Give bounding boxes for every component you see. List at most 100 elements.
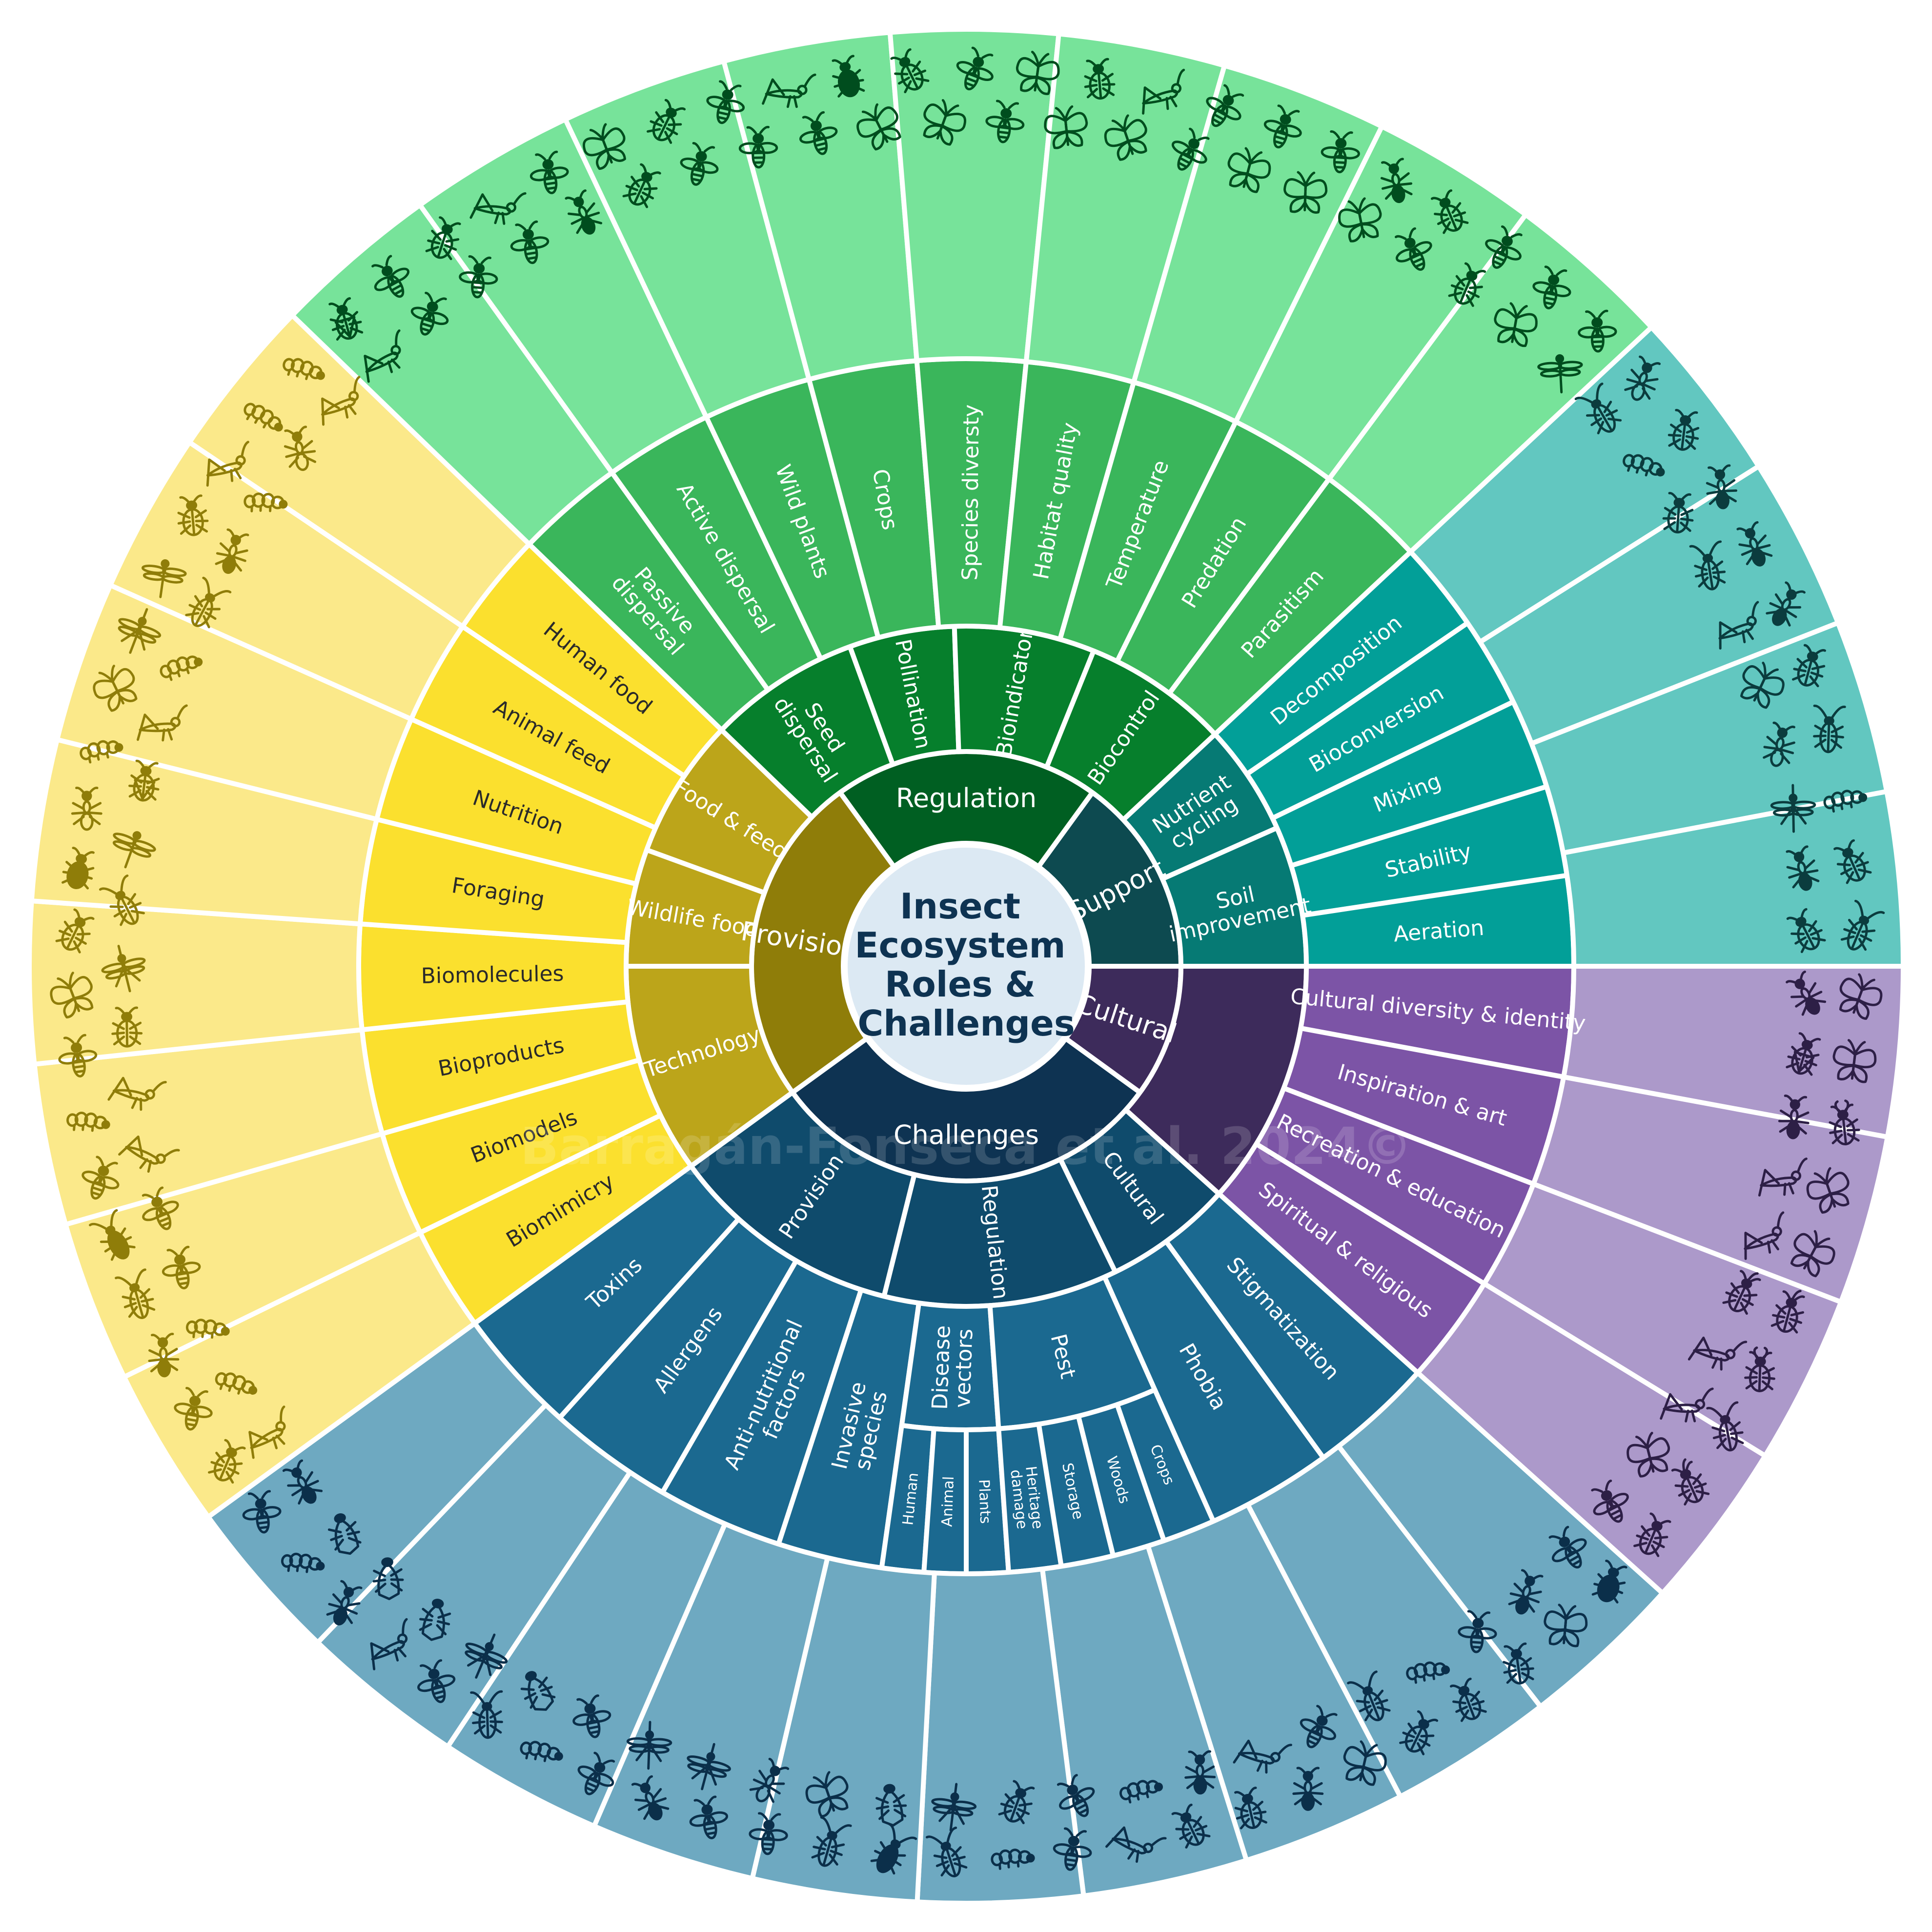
cicada-icon [875,1784,907,1827]
outer-label-line: vectors [950,1328,978,1408]
beetle-icon [1833,839,1872,884]
ant-icon [1778,1094,1810,1139]
cockroach-icon [1689,540,1726,590]
cockroach-icon [1347,1670,1391,1722]
caterpillar-icon [1406,1661,1450,1684]
outer-label: Species diversty [957,404,984,580]
ant-icon [282,1459,323,1505]
grasshopper-icon [370,1618,408,1670]
centre-title-line: Roles & [885,964,1036,1005]
ant-icon [148,1333,180,1378]
mosquito-icon [118,608,162,654]
wasp-icon [162,1245,201,1290]
fly-icon [142,1186,179,1230]
outer-label: Biomolecules [421,961,564,989]
wasp-icon [174,1387,213,1431]
butterfly-icon [1283,171,1328,214]
wasp-icon [577,1751,615,1795]
ant-icon [1736,521,1773,567]
cockroach-icon [1840,899,1885,951]
mantis-icon [1688,1336,1748,1371]
centre-title-line: Ecosystem [854,925,1065,966]
ant-icon [1508,1569,1544,1615]
longhorn-beetle-icon [115,1268,156,1320]
wasp-icon [417,1659,456,1703]
rhino-beetle-icon [1770,1290,1805,1334]
beetle-icon [1449,1677,1487,1722]
wasp-icon [1591,1479,1629,1523]
termite-icon [284,426,317,471]
fly-icon [1485,225,1523,269]
dragonfly-icon [112,831,156,869]
moth-icon [805,1771,849,1818]
wasp-icon [371,255,410,298]
ladybug-icon [61,847,95,890]
larva-icon [160,655,203,681]
caterpillar-icon [991,1849,1035,1870]
grub-icon [1623,454,1665,477]
cockroach-icon [1813,704,1846,753]
fly-icon [1053,1827,1092,1871]
ant-icon [326,1580,363,1626]
termite-icon [1763,721,1796,767]
beetle-icon [1234,1787,1267,1830]
ant-icon [1380,158,1413,203]
cockroach-icon [99,874,145,926]
fly-icon [1206,84,1244,127]
grasshopper-icon [107,1077,167,1111]
beetle-icon [1668,408,1700,451]
sub-label: Animal [938,1476,957,1527]
grasshopper-icon [1233,1739,1292,1774]
beetle-icon [622,163,661,208]
beetle-icon [1633,1512,1671,1557]
butterfly-icon [1790,1230,1835,1278]
beetle-icon [1399,1710,1439,1755]
beetle-icon [425,216,461,261]
outer-label-line: Disease [928,1325,956,1410]
rhino-beetle-icon [1671,1458,1710,1506]
wasp-icon [1578,309,1617,353]
bed-bug-icon [870,1823,917,1875]
mosquito-icon [101,945,146,993]
wasp-icon [1458,1610,1497,1653]
wasp-icon [956,46,994,91]
termite-icon [71,787,102,831]
ant-icon [1786,970,1827,1016]
moth-icon [1806,1167,1850,1214]
grasshopper-icon [1744,1211,1785,1260]
stick-insect-icon [1660,1387,1714,1423]
bed-bug-icon [89,1209,136,1261]
wasp-icon [689,1795,729,1839]
grasshopper-icon [469,192,527,225]
moth-icon [1016,50,1060,95]
beetle-icon [1792,644,1826,688]
centre-title-line: Challenges [857,1003,1075,1044]
mosquito-icon [687,1743,731,1790]
grasshopper-icon [248,1405,286,1459]
stag-beetle-icon [1744,1346,1775,1392]
dragonfly-icon [142,559,187,598]
ant-icon [631,1775,670,1821]
butterfly-icon [1839,973,1883,1020]
fly-icon [749,1812,788,1855]
butterfly-icon [1627,1432,1670,1478]
ant-icon [565,189,603,235]
wasp-icon [529,150,569,194]
beetle-icon [1662,492,1694,534]
grasshopper-icon [137,704,188,742]
beetle-icon [998,1780,1035,1825]
moth-icon [856,103,901,151]
fly-icon [680,142,719,186]
ladybug-icon [1591,1560,1627,1604]
grasshopper-icon [206,441,249,487]
beetle-icon [1430,189,1469,234]
mosquito-icon [931,1783,977,1831]
ant-icon [1292,1767,1324,1811]
moth-icon [1343,1740,1387,1786]
wasp-icon [459,255,498,299]
grasshopper-icon [1105,1826,1167,1863]
caterpillar-icon [281,1552,325,1573]
fly-icon [242,1490,282,1534]
bee-icon [738,125,778,169]
